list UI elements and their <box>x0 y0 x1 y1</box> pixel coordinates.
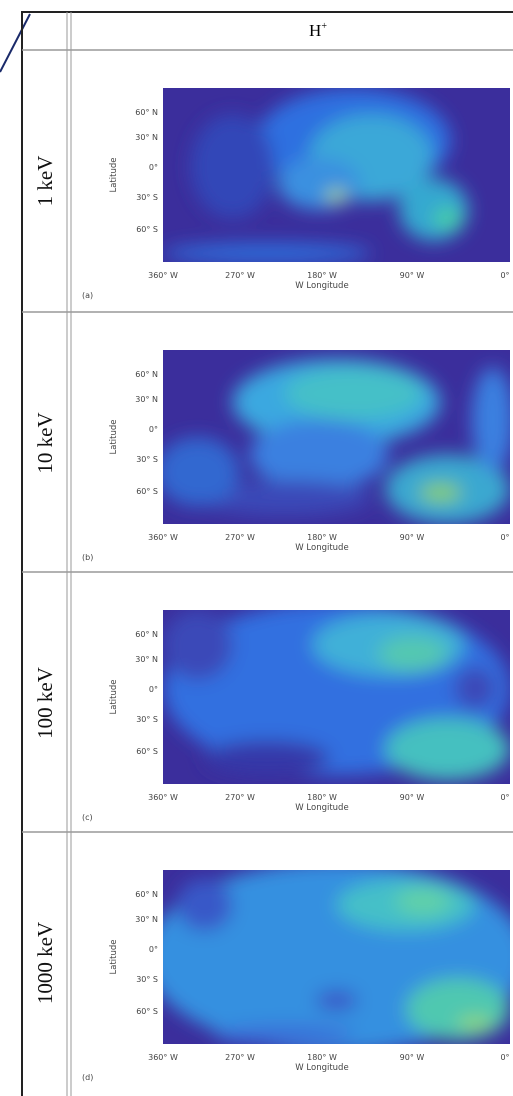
heatmap <box>163 610 510 784</box>
panel-letter: (b) <box>82 553 93 562</box>
heatmap-blobs <box>163 870 510 1044</box>
heatmap-region <box>315 990 358 1011</box>
heatmap-region <box>204 740 330 776</box>
lat-tick-label: 0° <box>149 425 158 434</box>
lon-tick-label: 180° W <box>307 533 337 542</box>
pointer-line <box>0 13 31 73</box>
lat-tick-label: 60° S <box>136 487 158 496</box>
title-sup: + <box>321 21 327 32</box>
lon-tick-label: 360° W <box>148 793 178 802</box>
lat-tick-label: 30° N <box>135 915 158 924</box>
lat-tick-label: 60° N <box>135 890 158 899</box>
heatmap-region <box>163 610 233 680</box>
heatmap-blobs <box>163 358 510 524</box>
lat-tick-label: 30° N <box>135 133 158 142</box>
heatmap-region <box>419 483 462 502</box>
lon-tick-label: 90° W <box>400 1053 425 1062</box>
lon-tick-label: 270° W <box>225 271 255 280</box>
heatmap-blobs <box>163 610 510 781</box>
panel-letter: (d) <box>82 1073 93 1082</box>
row-label: 100 keV <box>33 667 57 739</box>
lat-tick-label: 0° <box>149 163 158 172</box>
heatmap <box>163 88 510 262</box>
lat-tick-label: 60° S <box>136 747 158 756</box>
row-label: 1000 keV <box>33 922 57 1004</box>
x-axis-label: W Longitude <box>295 1063 348 1073</box>
lon-tick-label: 180° W <box>307 1053 337 1062</box>
y-axis-label: Latitude <box>109 158 119 193</box>
lat-tick-label: 30° S <box>136 715 158 724</box>
heatmap-region <box>471 367 510 472</box>
x-axis-label: W Longitude <box>295 281 348 291</box>
lon-tick-label: 180° W <box>307 271 337 280</box>
x-axis-label: W Longitude <box>295 803 348 813</box>
heatmap-region <box>405 977 510 1041</box>
heatmap-region <box>190 114 275 219</box>
lon-tick-label: 180° W <box>307 793 337 802</box>
lat-tick-label: 30° N <box>135 655 158 664</box>
header-title: H+ <box>309 21 327 40</box>
lon-tick-label: 0° <box>500 1053 509 1062</box>
table-border <box>21 11 513 1096</box>
row-label: 10 keV <box>33 412 57 473</box>
heatmap-region <box>284 367 424 420</box>
lat-tick-label: 60° S <box>136 225 158 234</box>
heatmap-region <box>197 480 372 516</box>
heatmap-region <box>326 190 347 202</box>
heatmap-region <box>457 1017 493 1029</box>
heatmap-region <box>454 667 497 710</box>
lat-tick-label: 60° S <box>136 1007 158 1016</box>
y-axis-label: Latitude <box>109 680 119 715</box>
row-label: 1 keV <box>33 156 57 207</box>
heatmap-region <box>398 178 469 242</box>
lon-tick-label: 270° W <box>225 533 255 542</box>
lon-tick-label: 360° W <box>148 1053 178 1062</box>
heatmap <box>163 350 510 524</box>
heatmap <box>163 870 510 1044</box>
lon-tick-label: 90° W <box>400 533 425 542</box>
lon-tick-label: 270° W <box>225 1053 255 1062</box>
lat-tick-label: 30° S <box>136 975 158 984</box>
y-axis-label: Latitude <box>109 420 119 455</box>
heatmap-region <box>215 1024 354 1044</box>
lat-tick-label: 0° <box>149 685 158 694</box>
heatmap-blobs <box>163 88 469 262</box>
heatmap-region <box>395 887 452 916</box>
lat-tick-label: 60° N <box>135 370 158 379</box>
title-base: H <box>309 21 321 40</box>
heatmap-region <box>277 157 361 210</box>
x-axis-label: W Longitude <box>295 543 348 553</box>
lon-tick-label: 360° W <box>148 271 178 280</box>
heatmap-region <box>433 208 462 229</box>
heatmap-region <box>378 636 448 671</box>
panel-letter: (c) <box>82 813 93 822</box>
lat-tick-label: 60° N <box>135 630 158 639</box>
lon-tick-label: 0° <box>500 271 509 280</box>
lat-tick-label: 60° N <box>135 108 158 117</box>
lat-tick-label: 0° <box>149 945 158 954</box>
lon-tick-label: 270° W <box>225 793 255 802</box>
heatmap-region <box>385 717 510 781</box>
lon-tick-label: 0° <box>500 793 509 802</box>
heatmap-region <box>163 242 372 262</box>
lon-tick-label: 0° <box>500 533 509 542</box>
heatmap-region <box>176 878 233 931</box>
lat-tick-label: 30° N <box>135 395 158 404</box>
y-axis-label: Latitude <box>109 940 119 975</box>
lon-tick-label: 90° W <box>400 271 425 280</box>
heatmap-region <box>249 419 389 490</box>
lon-tick-label: 360° W <box>148 533 178 542</box>
lon-tick-label: 90° W <box>400 793 425 802</box>
lat-tick-label: 30° S <box>136 455 158 464</box>
panel-letter: (a) <box>82 291 93 300</box>
lat-tick-label: 30° S <box>136 193 158 202</box>
heatmap-region <box>163 437 240 507</box>
